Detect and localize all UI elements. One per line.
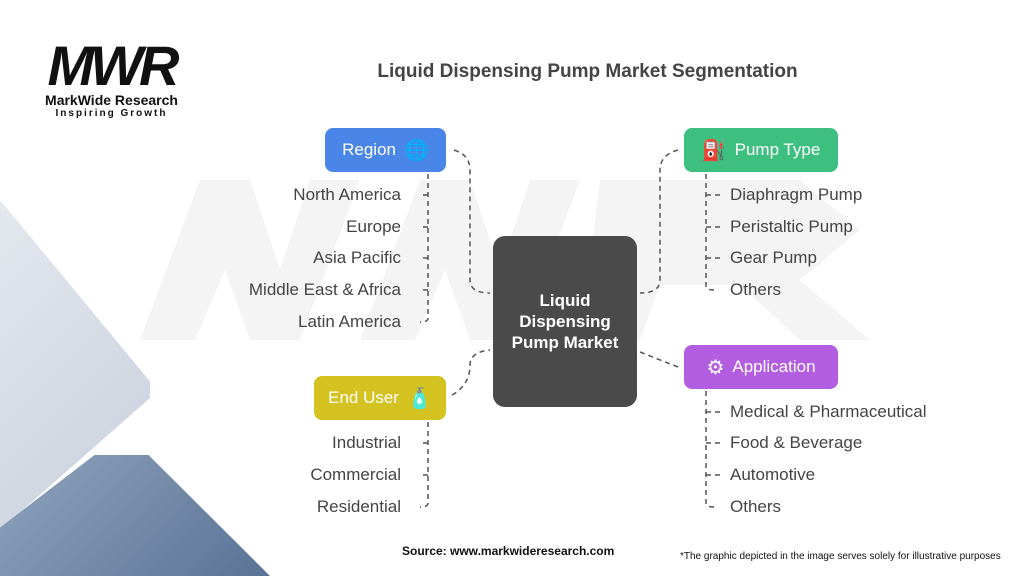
logo-mark: MWR bbox=[47, 34, 180, 97]
list-item: North America bbox=[293, 185, 401, 204]
list-item: Gear Pump bbox=[730, 248, 817, 267]
application-branch bbox=[705, 391, 720, 508]
pump-type-header: ⛽ Pump Type bbox=[684, 128, 838, 172]
list-item: Residential bbox=[316, 497, 401, 516]
pump-type-label: Pump Type bbox=[734, 140, 821, 159]
list-item: Others bbox=[730, 497, 782, 516]
list-item: Middle East & Africa bbox=[248, 280, 401, 299]
application-label: Application bbox=[732, 357, 816, 376]
connector-end-user bbox=[451, 349, 491, 396]
pump-branch bbox=[705, 174, 720, 291]
connector-pump-type bbox=[639, 149, 679, 294]
list-item: Commercial bbox=[310, 465, 401, 484]
end-user-branch bbox=[419, 422, 429, 508]
list-item: Asia Pacific bbox=[313, 248, 401, 267]
list-item: Industrial bbox=[332, 433, 401, 452]
list-item: Medical & Pharmaceutical bbox=[730, 402, 927, 421]
region-label: Region bbox=[342, 140, 396, 159]
list-item: Others bbox=[730, 280, 782, 299]
pump-icon: ⛽ bbox=[701, 139, 727, 162]
list-item: Europe bbox=[346, 217, 401, 236]
valve-icon: ⚙ bbox=[706, 356, 725, 379]
list-item: Peristaltic Pump bbox=[730, 217, 853, 236]
end-user-label: End User bbox=[328, 388, 399, 407]
disclaimer-note: *The graphic depicted in the image serve… bbox=[680, 551, 1001, 562]
globe-icon: 🌐 bbox=[403, 139, 429, 162]
list-item: Diaphragm Pump bbox=[730, 185, 863, 204]
region-header: Region 🌐 bbox=[325, 128, 446, 172]
application-header: ⚙ Application bbox=[684, 345, 838, 389]
logo: MWR MarkWide Research Inspiring Growth bbox=[34, 34, 189, 120]
connector-region bbox=[453, 149, 491, 294]
containers-icon: 🧴 bbox=[406, 387, 432, 410]
logo-name: MarkWide Research bbox=[45, 92, 178, 108]
page-title: Liquid Dispensing Pump Market Segmentati… bbox=[377, 61, 798, 82]
list-item: Latin America bbox=[298, 312, 401, 331]
center-node: Liquid Dispensing Pump Market bbox=[493, 236, 637, 407]
region-branch bbox=[419, 174, 429, 323]
source-text: Source: www.markwideresearch.com bbox=[402, 544, 615, 558]
logo-tagline: Inspiring Growth bbox=[55, 108, 168, 119]
list-item: Food & Beverage bbox=[730, 433, 863, 452]
list-item: Automotive bbox=[730, 465, 816, 484]
end-user-header: End User 🧴 bbox=[314, 376, 446, 420]
connector-application bbox=[639, 351, 679, 368]
